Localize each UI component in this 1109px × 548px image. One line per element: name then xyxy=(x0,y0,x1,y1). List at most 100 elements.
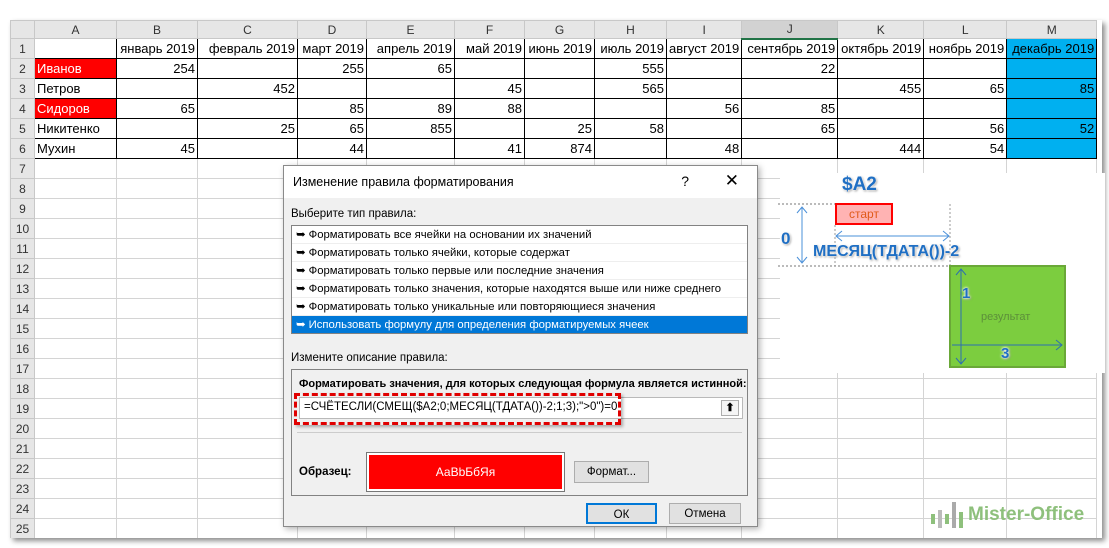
cell-I4[interactable]: 56 xyxy=(665,98,743,119)
row-header[interactable]: 3 xyxy=(10,78,35,99)
cell-L6[interactable]: 54 xyxy=(923,138,1008,159)
cell-A25[interactable] xyxy=(34,518,117,538)
row-header[interactable]: 24 xyxy=(10,498,35,519)
cell-J5[interactable]: 65 xyxy=(741,118,839,139)
column-header-J[interactable]: J xyxy=(741,20,839,40)
cell-B17[interactable] xyxy=(116,358,198,379)
cell-A9[interactable] xyxy=(34,198,117,219)
close-button[interactable]: ✕ xyxy=(724,171,739,190)
cell-J4[interactable]: 85 xyxy=(741,98,839,119)
row-header[interactable]: 14 xyxy=(10,298,35,319)
row-header[interactable]: 5 xyxy=(10,118,35,139)
rule-type-list[interactable]: ➥ Форматировать все ячейки на основании … xyxy=(291,225,748,334)
cell-L1[interactable]: ноябрь 2019 xyxy=(923,38,1008,59)
cell-I2[interactable] xyxy=(665,58,743,79)
cell-A18[interactable] xyxy=(34,378,117,399)
cell-B16[interactable] xyxy=(116,338,198,359)
cell-H4[interactable] xyxy=(594,98,667,119)
row-header[interactable]: 16 xyxy=(10,338,35,359)
cell-A2[interactable]: Иванов xyxy=(34,58,117,79)
cell-B14[interactable] xyxy=(116,298,198,319)
row-header[interactable]: 8 xyxy=(10,178,35,199)
row-header[interactable]: 20 xyxy=(10,418,35,439)
cell-D4[interactable]: 85 xyxy=(297,98,367,119)
cell-B7[interactable] xyxy=(116,158,198,179)
cell-G3[interactable] xyxy=(524,78,595,99)
cell-G1[interactable]: июнь 2019 xyxy=(524,38,595,59)
cell-B23[interactable] xyxy=(116,478,198,499)
cancel-button[interactable]: Отмена xyxy=(669,503,741,524)
cell-J1[interactable]: сентябрь 2019 xyxy=(741,38,839,59)
cell-K22[interactable] xyxy=(837,458,925,479)
cell-E6[interactable] xyxy=(366,138,455,159)
cell-L20[interactable] xyxy=(923,418,1008,439)
column-header-A[interactable]: A xyxy=(34,20,117,39)
cell-A14[interactable] xyxy=(34,298,117,319)
cell-M20[interactable] xyxy=(1006,418,1098,439)
cell-D6[interactable]: 44 xyxy=(297,138,367,159)
cell-A21[interactable] xyxy=(34,438,117,459)
cell-K21[interactable] xyxy=(837,438,925,459)
row-header[interactable]: 4 xyxy=(10,98,35,119)
column-header-G[interactable]: G xyxy=(524,20,595,39)
rule-type-item[interactable]: ➥ Форматировать только первые или послед… xyxy=(292,262,747,280)
cell-F3[interactable]: 45 xyxy=(454,78,525,99)
cell-A22[interactable] xyxy=(34,458,117,479)
cell-C3[interactable]: 452 xyxy=(197,78,298,99)
cell-G4[interactable] xyxy=(524,98,595,119)
cell-B10[interactable] xyxy=(116,218,198,239)
row-header[interactable]: 19 xyxy=(10,398,35,419)
cell-G6[interactable]: 874 xyxy=(524,138,595,159)
cell-K24[interactable] xyxy=(837,498,925,519)
cell-M23[interactable] xyxy=(1006,478,1098,499)
cell-I6[interactable]: 48 xyxy=(665,138,743,159)
cell-C6[interactable] xyxy=(197,138,298,159)
row-header[interactable]: 22 xyxy=(10,458,35,479)
rule-type-item[interactable]: ➥ Форматировать только ячейки, которые с… xyxy=(292,244,747,262)
cell-F5[interactable] xyxy=(454,118,525,139)
cell-K19[interactable] xyxy=(837,398,925,419)
cell-C2[interactable] xyxy=(197,58,298,79)
cell-H5[interactable]: 58 xyxy=(594,118,667,139)
cell-G5[interactable]: 25 xyxy=(524,118,595,139)
rule-type-item[interactable]: ➥ Использовать формулу для определения ф… xyxy=(292,316,747,333)
cell-F2[interactable] xyxy=(454,58,525,79)
cell-B12[interactable] xyxy=(116,258,198,279)
cell-A20[interactable] xyxy=(34,418,117,439)
column-header-M[interactable]: M xyxy=(1006,20,1098,39)
cell-A6[interactable]: Мухин xyxy=(34,138,117,159)
cell-A13[interactable] xyxy=(34,278,117,299)
formula-input[interactable]: =СЧЁТЕСЛИ(СМЕЩ($A2;0;МЕСЯЦ(ТДАТА())-2;1;… xyxy=(299,397,743,419)
cell-L23[interactable] xyxy=(923,478,1008,499)
cell-M3[interactable]: 85 xyxy=(1006,78,1098,99)
cell-M25[interactable] xyxy=(1006,518,1098,538)
row-header[interactable]: 15 xyxy=(10,318,35,339)
cell-E5[interactable]: 855 xyxy=(366,118,455,139)
row-header[interactable]: 25 xyxy=(10,518,35,538)
cell-A11[interactable] xyxy=(34,238,117,259)
cell-K20[interactable] xyxy=(837,418,925,439)
cell-I1[interactable]: август 2019 xyxy=(665,38,743,59)
cell-E4[interactable]: 89 xyxy=(366,98,455,119)
help-button[interactable]: ? xyxy=(681,173,689,189)
cell-D3[interactable] xyxy=(297,78,367,99)
cell-M5[interactable]: 52 xyxy=(1006,118,1098,139)
column-header-I[interactable]: I xyxy=(665,20,743,39)
cell-M22[interactable] xyxy=(1006,458,1098,479)
cell-K23[interactable] xyxy=(837,478,925,499)
row-header[interactable]: 1 xyxy=(10,38,35,59)
column-header-F[interactable]: F xyxy=(454,20,525,39)
cell-A19[interactable] xyxy=(34,398,117,419)
cell-H6[interactable] xyxy=(594,138,667,159)
column-header-C[interactable]: C xyxy=(197,20,298,39)
cell-A17[interactable] xyxy=(34,358,117,379)
cell-B9[interactable] xyxy=(116,198,198,219)
row-header[interactable]: 12 xyxy=(10,258,35,279)
cell-K25[interactable] xyxy=(837,518,925,538)
cell-A4[interactable]: Сидоров xyxy=(34,98,117,119)
cell-A3[interactable]: Петров xyxy=(34,78,117,99)
cell-E1[interactable]: апрель 2019 xyxy=(366,38,455,59)
cell-B24[interactable] xyxy=(116,498,198,519)
cell-A24[interactable] xyxy=(34,498,117,519)
cell-A23[interactable] xyxy=(34,478,117,499)
